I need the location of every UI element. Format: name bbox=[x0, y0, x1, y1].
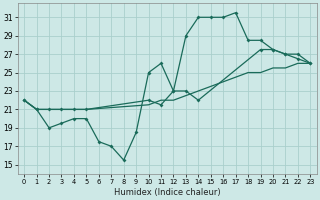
X-axis label: Humidex (Indice chaleur): Humidex (Indice chaleur) bbox=[114, 188, 220, 197]
